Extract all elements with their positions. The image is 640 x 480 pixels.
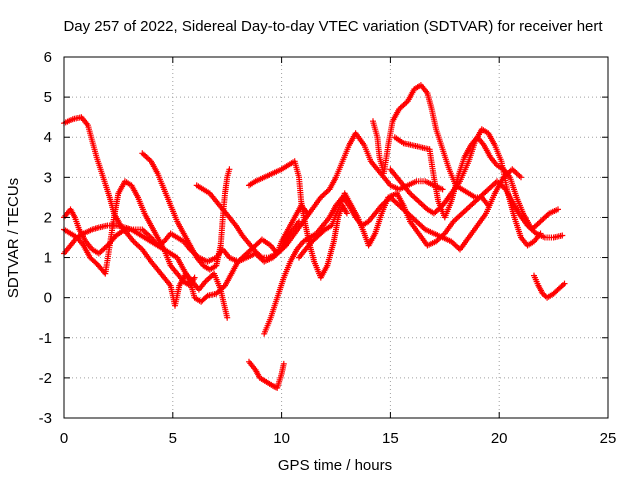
series-track-5 xyxy=(139,150,233,273)
series-track-14 xyxy=(531,272,568,301)
y-tick-label: -2 xyxy=(39,370,52,387)
y-tick-label: 5 xyxy=(44,89,52,106)
data-points xyxy=(61,82,568,391)
data-marker-path xyxy=(246,358,287,391)
x-tick-label: 5 xyxy=(169,430,177,447)
y-tick-label: 4 xyxy=(44,129,52,146)
data-marker-path xyxy=(387,126,544,249)
series-track-11 xyxy=(370,82,492,209)
data-marker-path xyxy=(246,158,350,281)
x-tick-label: 20 xyxy=(491,430,508,447)
y-tick-label: -3 xyxy=(39,410,52,427)
series-track-7 xyxy=(246,158,350,281)
x-tick-label: 0 xyxy=(60,430,68,447)
x-tick-label: 25 xyxy=(600,430,617,447)
y-tick-label: 6 xyxy=(44,49,52,66)
data-marker-path xyxy=(370,82,492,209)
data-marker-path xyxy=(531,272,568,301)
y-tick-label: 3 xyxy=(44,169,52,186)
y-tick-label: 1 xyxy=(44,250,52,267)
y-tick-label: -1 xyxy=(39,330,52,347)
y-tick-label: 0 xyxy=(44,290,52,307)
series-track-13 xyxy=(387,126,544,249)
y-tick-label: 2 xyxy=(44,209,52,226)
data-marker-path xyxy=(139,150,233,273)
x-tick-label: 15 xyxy=(382,430,399,447)
chart-title: Day 257 of 2022, Sidereal Day-to-day VTE… xyxy=(63,18,603,35)
y-axis-label: SDTVAR / TECUs xyxy=(5,178,22,298)
series-track-8 xyxy=(246,358,287,391)
series-track-12 xyxy=(391,134,561,233)
tick-labels: 0 5 10 15 20 25 -3 -2 -1 0 1 2 3 4 5 6 xyxy=(39,49,617,447)
x-axis-label: GPS time / hours xyxy=(278,457,392,474)
data-marker-path xyxy=(391,134,561,233)
data-marker-path xyxy=(296,178,566,261)
ticks xyxy=(63,56,609,419)
x-tick-label: 10 xyxy=(273,430,290,447)
plot-frame xyxy=(63,56,609,419)
series-track-10 xyxy=(296,178,566,261)
